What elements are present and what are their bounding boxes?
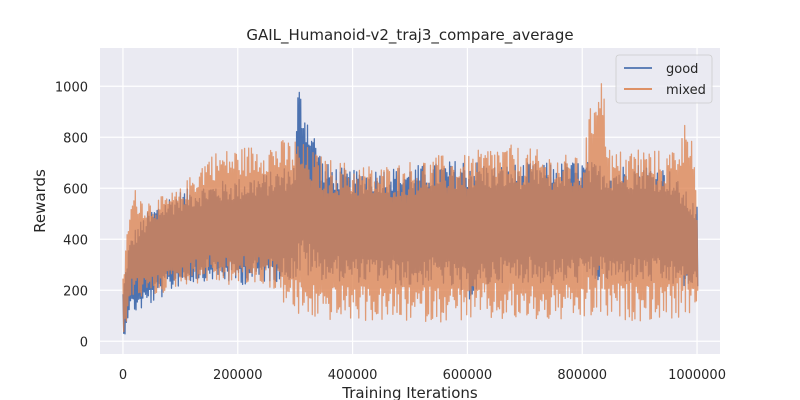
legend-label-mixed: mixed (666, 83, 706, 98)
legend-box (615, 54, 713, 104)
y-tick-label: 600 (63, 182, 88, 197)
y-tick-label: 800 (63, 131, 88, 146)
legend-label-good: good (666, 62, 698, 77)
y-tick-label: 1000 (55, 80, 88, 95)
x-tick-label: 600000 (443, 368, 493, 383)
x-tick-label: 800000 (557, 368, 607, 383)
x-axis-label: Training Iterations (341, 384, 478, 400)
chart-title: GAIL_Humanoid-v2_traj3_compare_average (246, 26, 573, 45)
x-tick-label: 400000 (328, 368, 378, 383)
x-tick-label: 200000 (213, 368, 263, 383)
x-tick-label: 1000000 (668, 368, 726, 383)
y-axis-label: Rewards (31, 169, 49, 233)
y-tick-label: 0 (80, 335, 88, 350)
ticks: 0 200000 400000 600000 800000 1000000 0 200 400 6… (55, 80, 726, 383)
y-tick-label: 400 (63, 233, 88, 248)
y-tick-label: 200 (63, 284, 88, 299)
series-line-mixed (122, 83, 699, 333)
x-tick-label: 0 (119, 368, 127, 383)
legend: good mixed (615, 54, 713, 104)
series-layer (122, 83, 699, 335)
